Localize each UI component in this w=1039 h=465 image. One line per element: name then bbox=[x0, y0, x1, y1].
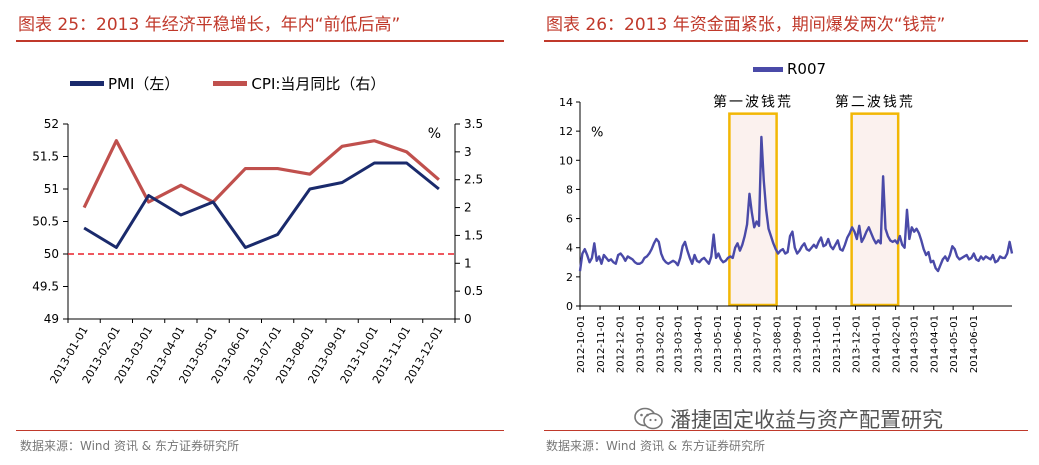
right-legend: R007 bbox=[753, 60, 826, 78]
x-tick-label: 2012-10-01 bbox=[576, 315, 587, 373]
right-y-tick-label: 0.5 bbox=[464, 284, 483, 298]
x-tick-label: 2013-01-01 bbox=[635, 315, 646, 373]
y-axis-unit: % bbox=[591, 125, 603, 140]
legend-label-pmi: PMI（左） bbox=[108, 75, 180, 93]
x-tick-label: 2012-11-01 bbox=[596, 315, 607, 373]
right-y-tick-label: 2.5 bbox=[464, 173, 483, 187]
legend-swatch-cpi bbox=[213, 81, 248, 86]
money-crunch-label-1: 第一波钱荒 bbox=[713, 94, 793, 111]
x-tick-label: 2014-05-01 bbox=[949, 315, 960, 373]
right-chart-svg: 第一波钱荒 第二波钱荒 0 2 4 6 8 10 12 14% 2012-10-01 2012-11-… bbox=[559, 94, 1014, 373]
right-y-tick-label: 1.5 bbox=[464, 228, 483, 242]
y-tick-label: 8 bbox=[566, 183, 573, 196]
legend-swatch-pmi bbox=[70, 81, 104, 86]
x-tick-label: 2013-12-01 bbox=[851, 315, 862, 373]
left-y-tick-label: 51 bbox=[44, 182, 59, 196]
left-chart-panel: 图表 25：2013 年经济平稳增长，年内“前低后高” PMI（左） CPI:当… bbox=[16, 15, 504, 453]
x-tick-label: 2014-06-01 bbox=[969, 315, 980, 373]
right-y-tick-label: 0 bbox=[464, 312, 472, 326]
right-y-tick-label: 3.5 bbox=[464, 117, 483, 131]
legend-label-cpi: CPI:当月同比（右） bbox=[251, 75, 386, 93]
right-chart-panel: 图表 26：2013 年资金面紧张，期间爆发两次“钱荒” R007 第一波钱荒第… bbox=[520, 0, 1039, 465]
right-y-tick-label: 1 bbox=[464, 256, 472, 270]
r007-series-line bbox=[578, 135, 1014, 273]
x-tick-label: 2013-02-01 bbox=[656, 315, 667, 373]
right-y-tick-label: 2 bbox=[464, 201, 472, 215]
money-crunch-box-1 bbox=[728, 112, 778, 307]
x-tick-label: 2013-11-01 bbox=[832, 315, 843, 373]
y-tick-label: 0 bbox=[566, 300, 573, 313]
right-chart-title: 图表 26：2013 年资金面紧张，期间爆发两次“钱荒” bbox=[546, 15, 946, 35]
money-crunch-label-2: 第二波钱荒 bbox=[835, 94, 915, 111]
legend-label-r007: R007 bbox=[787, 60, 827, 78]
x-tick-label: 2013-05-01 bbox=[713, 315, 724, 373]
y-tick-label: 6 bbox=[566, 213, 573, 226]
right-bottom-rule bbox=[544, 430, 1028, 431]
x-tick-label: 2013-07-01 bbox=[753, 315, 764, 373]
left-chart-svg: 4949.55050.55151.55200.511.522.533.5%201… bbox=[32, 117, 483, 386]
left-y-tick-label: 51.5 bbox=[32, 150, 59, 164]
right-y-tick-label: 3 bbox=[464, 145, 472, 159]
x-tick-label: 2013-09-01 bbox=[793, 315, 804, 373]
money-crunch-box-2 bbox=[850, 112, 900, 307]
x-tick-label: 2012-12-01 bbox=[615, 315, 626, 373]
y-tick-label: 10 bbox=[559, 154, 573, 167]
left-legend: PMI（左） CPI:当月同比（右） bbox=[70, 73, 385, 94]
pmi-series-line bbox=[83, 161, 440, 249]
left-y-tick-label: 49.5 bbox=[32, 280, 59, 294]
x-tick-label: 2014-02-01 bbox=[892, 315, 903, 373]
y-tick-label: 2 bbox=[566, 271, 573, 284]
cpi-series-line bbox=[82, 139, 440, 209]
wechat-watermark: 潘捷固定收益与资产配置研究 bbox=[634, 404, 943, 434]
wechat-icon bbox=[634, 406, 664, 432]
x-tick-label: 2014-01-01 bbox=[872, 315, 883, 373]
x-tick-label: 2013-10-01 bbox=[812, 315, 823, 373]
right-axis-unit: % bbox=[428, 126, 441, 142]
watermark-text: 潘捷固定收益与资产配置研究 bbox=[670, 408, 943, 432]
left-y-tick-label: 52 bbox=[44, 117, 59, 131]
legend-swatch-r007 bbox=[753, 66, 783, 72]
left-bottom-rule bbox=[16, 430, 504, 431]
right-source-note: 数据来源：Wind 资讯 & 东方证券研究所 bbox=[546, 439, 765, 453]
left-y-tick-label: 50 bbox=[44, 247, 59, 261]
left-y-tick-label: 50.5 bbox=[32, 215, 59, 229]
x-tick-label: 2013-08-01 bbox=[773, 315, 784, 373]
right-title-rule bbox=[544, 40, 1028, 42]
left-title-rule bbox=[16, 40, 504, 42]
y-tick-label: 12 bbox=[559, 125, 573, 138]
left-y-tick-label: 49 bbox=[44, 312, 59, 326]
x-tick-label: 2013-06-01 bbox=[733, 315, 744, 373]
left-chart-title: 图表 25：2013 年经济平稳增长，年内“前低后高” bbox=[18, 15, 401, 35]
x-tick-label: 2013-04-01 bbox=[694, 315, 705, 373]
x-tick-label: 2013-03-01 bbox=[674, 315, 685, 373]
y-tick-label: 14 bbox=[559, 96, 573, 109]
left-source-note: 数据来源：Wind 资讯 & 东方证券研究所 bbox=[20, 439, 239, 453]
y-tick-label: 4 bbox=[566, 242, 573, 255]
x-tick-label: 2014-03-01 bbox=[910, 315, 921, 373]
x-tick-label: 2014-04-01 bbox=[930, 315, 941, 373]
